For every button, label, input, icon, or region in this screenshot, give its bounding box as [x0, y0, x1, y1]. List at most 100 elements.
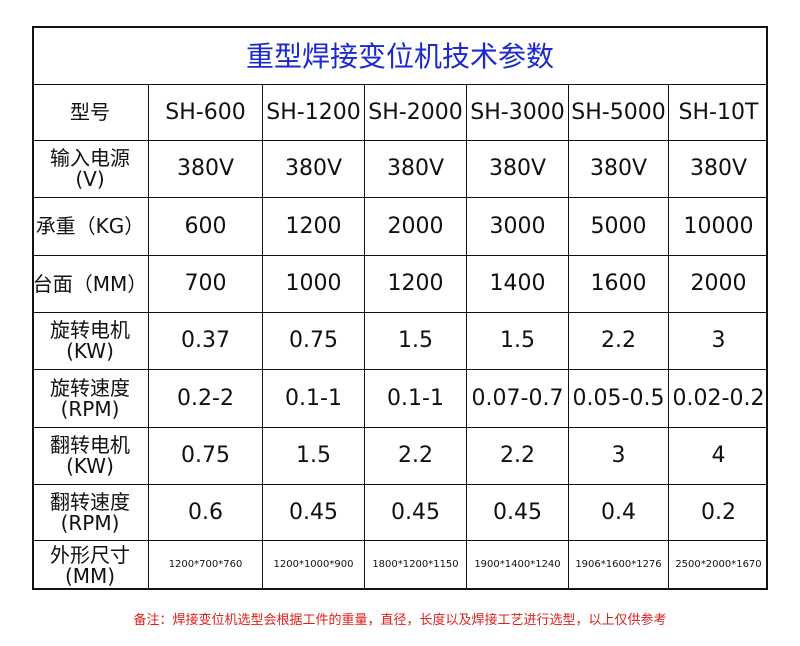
- table-cell: 3: [568, 427, 668, 484]
- cell-text: 1200*700*760: [168, 559, 243, 571]
- column-header: SH-5000: [571, 99, 666, 125]
- table-cell: 380V: [262, 140, 364, 197]
- table-cell: 1906*1600*1276: [568, 540, 668, 590]
- table-cell: 0.07-0.7: [466, 369, 568, 427]
- table-cell: 0.2: [668, 484, 768, 540]
- row-label: 旋转速度: [50, 375, 130, 400]
- row-label: (V): [75, 167, 105, 191]
- cell-text: 600: [184, 213, 227, 239]
- row-header: 型号: [70, 100, 110, 124]
- table-cell: 10000: [668, 197, 768, 255]
- table-cell: 1200: [364, 255, 466, 312]
- table-cell: 1200*1000*900: [262, 540, 364, 590]
- cell-text: 0.37: [181, 328, 230, 354]
- cell-text: 1.5: [398, 328, 433, 354]
- cell-text: 0.2-2: [177, 385, 234, 411]
- cell-text: 0.75: [181, 443, 230, 469]
- table-cell: 0.75: [262, 312, 364, 369]
- row-label: 翻转速度: [50, 489, 130, 514]
- cell-text: 1200: [285, 213, 342, 239]
- table-frame: [32, 26, 768, 590]
- cell-text: 1600: [590, 271, 647, 297]
- cell-text: 380V: [589, 156, 648, 182]
- table-cell: 700: [148, 255, 262, 312]
- row-label: (KW): [66, 454, 114, 478]
- cell-text: 0.1-1: [387, 385, 444, 411]
- cell-text: 0.75: [289, 328, 338, 354]
- row-label: (MM): [64, 563, 116, 588]
- table-cell: 2.2: [568, 312, 668, 369]
- table-cell: 1400: [466, 255, 568, 312]
- table-cell: 1.5: [262, 427, 364, 484]
- row-label: 翻转电机: [50, 433, 130, 457]
- cell-text: 4: [711, 443, 726, 469]
- cell-text: 380V: [488, 156, 547, 182]
- table-cell: 旋转电机 (KW): [32, 312, 148, 369]
- table-cell: 0.37: [148, 312, 262, 369]
- cell-text: 1.5: [296, 443, 331, 469]
- table-cell: 3000: [466, 197, 568, 255]
- cell-text: 380V: [689, 156, 748, 182]
- table-cell: SH-10T: [668, 84, 768, 140]
- row-label: (KW): [66, 339, 114, 363]
- cell-text: 0.05-0.5: [572, 385, 665, 411]
- cell-text: 2.2: [601, 328, 636, 354]
- cell-text: 0.02-0.2: [672, 385, 765, 411]
- table-cell: 0.1-1: [262, 369, 364, 427]
- table-cell: 0.2-2: [148, 369, 262, 427]
- cell-text: 2.2: [500, 443, 535, 469]
- cell-text: 0.45: [391, 499, 440, 525]
- column-header: SH-2000: [368, 99, 463, 125]
- row-label: 输入电源: [50, 146, 130, 170]
- cell-text: 3: [611, 443, 626, 469]
- table-cell: 0.45: [466, 484, 568, 540]
- cell-text: 1200*1000*900: [273, 559, 354, 571]
- cell-text: 0.1-1: [285, 385, 342, 411]
- column-header: SH-600: [165, 99, 246, 125]
- cell-text: 1200: [387, 271, 444, 297]
- cell-text: 1400: [489, 271, 546, 297]
- cell-text: 0.45: [289, 499, 338, 525]
- table-cell: 1600: [568, 255, 668, 312]
- table-cell: 380V: [466, 140, 568, 197]
- footnote: 备注：焊接变位机选型会根据工件的重量，直径，长度以及焊接工艺进行选型，以上仅供参…: [133, 613, 667, 628]
- table-cell: 0.45: [262, 484, 364, 540]
- column-header: SH-10T: [678, 99, 759, 125]
- row-label: 承重（KG）: [35, 214, 145, 238]
- cell-text: 1000: [285, 271, 342, 297]
- cell-text: 0.07-0.7: [471, 385, 564, 411]
- cell-text: 2500*2000*1670: [675, 559, 762, 571]
- table-cell: 0.45: [364, 484, 466, 540]
- table-cell: 380V: [364, 140, 466, 197]
- column-header: SH-3000: [470, 99, 565, 125]
- table-cell: 1.5: [364, 312, 466, 369]
- cell-text: 1900*1400*1240: [474, 559, 561, 571]
- table-cell: 翻转电机 (KW): [32, 427, 148, 484]
- table-cell: 5000: [568, 197, 668, 255]
- row-label: (RPM): [60, 396, 120, 421]
- table-cell: 1900*1400*1240: [466, 540, 568, 590]
- row-label: (RPM): [60, 510, 120, 535]
- table-cell: 承重（KG）: [32, 197, 148, 255]
- cell-text: 3: [711, 328, 726, 354]
- table-cell: 1200*700*760: [148, 540, 262, 590]
- cell-text: 380V: [176, 156, 235, 182]
- table-cell: 2.2: [364, 427, 466, 484]
- cell-text: 0.4: [601, 499, 636, 525]
- table-cell: 旋转速度 (RPM): [32, 369, 148, 427]
- table-cell: 380V: [568, 140, 668, 197]
- table-cell: 外形尺寸 (MM): [32, 540, 148, 590]
- table-cell: 2500*2000*1670: [668, 540, 768, 590]
- table-cell: 0.4: [568, 484, 668, 540]
- cell-text: 1800*1200*1150: [372, 559, 459, 571]
- table-cell: 2.2: [466, 427, 568, 484]
- row-label: 旋转电机: [50, 318, 130, 342]
- table-cell: SH-3000: [466, 84, 568, 140]
- table-cell: 1200: [262, 197, 364, 255]
- cell-text: 0.45: [493, 499, 542, 525]
- table-cell: 0.05-0.5: [568, 369, 668, 427]
- cell-text: 700: [184, 271, 227, 297]
- table-cell: 型号: [32, 84, 148, 140]
- table-cell: 1800*1200*1150: [364, 540, 466, 590]
